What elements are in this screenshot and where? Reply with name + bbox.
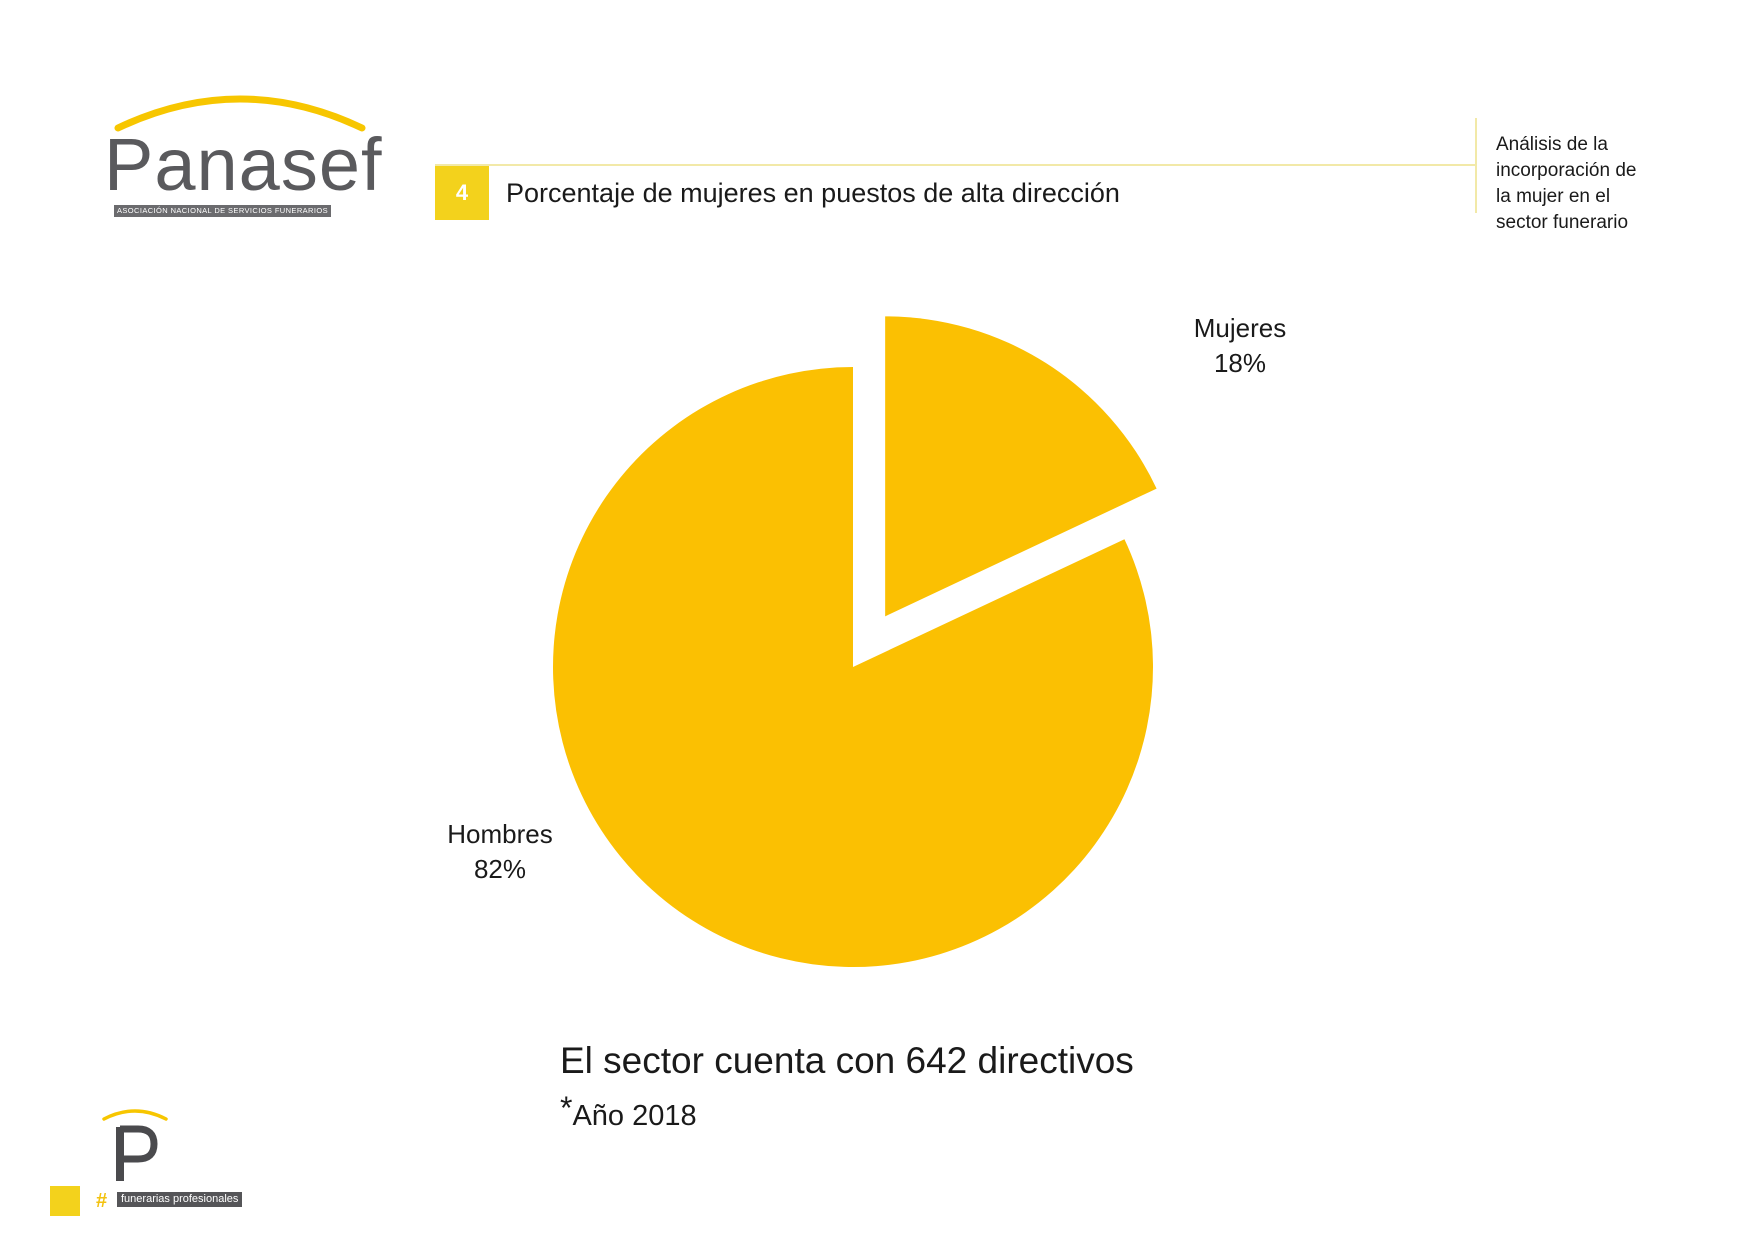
- header-divider: [435, 164, 1475, 166]
- year-asterisk: *: [560, 1090, 573, 1126]
- logo-wordmark: Panasef: [104, 123, 383, 206]
- brand-square: [50, 1186, 80, 1216]
- page-title: Porcentaje de mujeres en puestos de alta…: [506, 178, 1120, 208]
- pie-slice-hombres: [553, 367, 1153, 968]
- brand-tagline: funerarias profesionales: [117, 1192, 243, 1207]
- side-divider: [1475, 118, 1477, 213]
- brand-p-icon: [102, 1109, 168, 1181]
- year-note: *Año 2018: [560, 1090, 697, 1133]
- logo-arc-icon: [114, 95, 366, 132]
- slice-value-mujeres: 18%: [1214, 348, 1266, 378]
- report-title-line: Análisis de la: [1496, 134, 1608, 155]
- slice-value-hombres: 82%: [474, 854, 526, 884]
- slice-label-hombres: Hombres: [447, 819, 552, 849]
- report-title: Análisis de la incorporación de la mujer…: [1496, 132, 1696, 236]
- year-text: Año 2018: [572, 1100, 697, 1132]
- report-title-line: sector funerario: [1496, 212, 1629, 233]
- report-title-line: la mujer en el: [1496, 186, 1611, 207]
- brand-hash: #: [96, 1190, 108, 1212]
- pie-slice-mujeres: [885, 316, 1157, 617]
- logo-subtitle: ASOCIACIÓN NACIONAL DE SERVICIOS FUNERAR…: [114, 205, 331, 217]
- slice-label-mujeres: Mujeres: [1194, 313, 1286, 343]
- section-number-badge: 4: [435, 166, 489, 220]
- report-title-line: incorporación de: [1496, 160, 1637, 181]
- total-directivos-note: El sector cuenta con 642 directivos: [560, 1040, 1134, 1081]
- panasef-logo: Panasef ASOCIACIÓN NACIONAL DE SERVICIOS…: [100, 90, 390, 225]
